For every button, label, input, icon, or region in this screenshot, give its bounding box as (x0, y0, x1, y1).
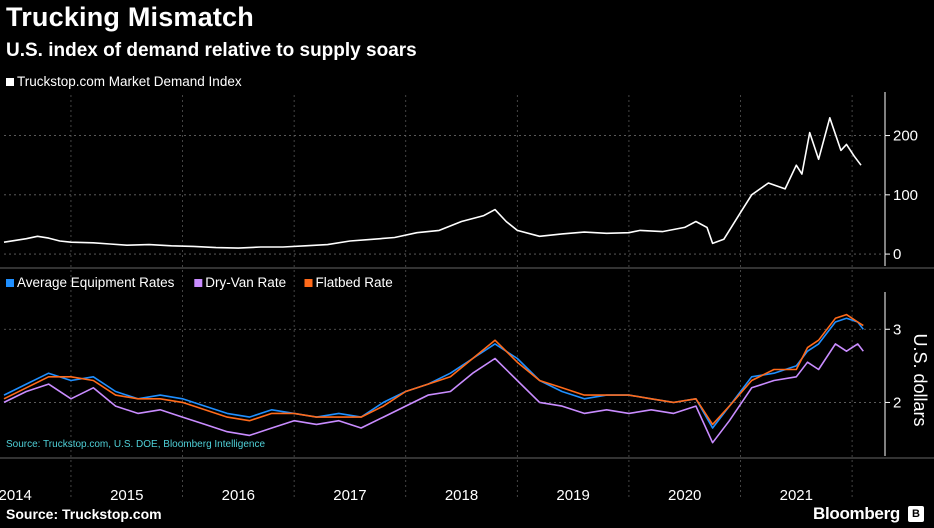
x-tick-label: 2019 (556, 487, 589, 504)
x-tick-label: 2017 (333, 487, 366, 504)
chart-title: Trucking Mismatch (6, 2, 254, 32)
legend-swatch (194, 279, 203, 287)
bloomberg-brand: Bloomberg (812, 504, 900, 523)
legend-swatch (304, 279, 313, 287)
legend-label: Average Equipment Rates (17, 275, 175, 290)
y-tick-label: 100 (893, 187, 918, 204)
y-axis-label: U.S. dollars (910, 333, 930, 426)
x-tick-label: 2014 (0, 487, 32, 504)
x-tick-label: 2018 (445, 487, 478, 504)
x-tick-label: 2015 (110, 487, 143, 504)
bloomberg-logo-icon: B (908, 506, 924, 522)
y-tick-label: 3 (893, 321, 901, 338)
series-line (3, 313, 864, 426)
source-annotation: Source: Truckstop.com, U.S. DOE, Bloombe… (6, 439, 265, 450)
legend-swatch (6, 78, 14, 86)
y-tick-label: 2 (893, 394, 901, 411)
rates-panel: Average Equipment Rates Dry-Van Rate Flatb… (3, 275, 930, 456)
y-tick-label: 200 (893, 128, 918, 145)
x-tick-label: 2020 (668, 487, 701, 504)
y-tick-label: 0 (893, 246, 901, 263)
x-tick-label: 2021 (780, 487, 813, 504)
legend-label: Dry-Van Rate (205, 275, 286, 290)
demand-index-panel: Truckstop.com Market Demand Index 200 100 0 (3, 74, 918, 266)
legend-label: Flatbed Rate (316, 275, 393, 290)
legend-label: Truckstop.com Market Demand Index (17, 74, 242, 89)
x-tick-label: 2016 (222, 487, 255, 504)
x-axis: 2014 2015 2016 2017 2018 2019 2020 2021 (0, 487, 813, 504)
gridlines (0, 95, 934, 500)
chart-subtitle: U.S. index of demand relative to supply … (6, 40, 417, 61)
series-line (3, 117, 862, 249)
legend-swatch (6, 279, 14, 287)
footer-source: Source: Truckstop.com (6, 506, 162, 522)
series-line (3, 343, 864, 444)
